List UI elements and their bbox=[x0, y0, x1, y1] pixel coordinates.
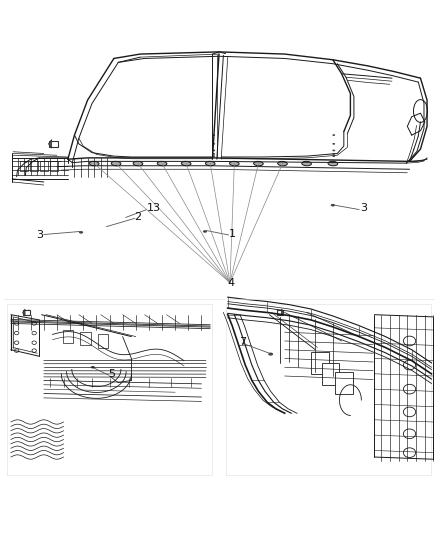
Ellipse shape bbox=[332, 153, 335, 155]
Ellipse shape bbox=[332, 134, 335, 136]
Bar bbox=[30, 161, 38, 171]
Ellipse shape bbox=[89, 161, 99, 166]
Text: 7: 7 bbox=[239, 337, 246, 347]
Ellipse shape bbox=[205, 161, 215, 166]
Ellipse shape bbox=[133, 161, 143, 166]
Bar bbox=[98, 334, 108, 348]
Ellipse shape bbox=[79, 231, 83, 233]
Bar bbox=[40, 161, 48, 171]
Ellipse shape bbox=[278, 161, 287, 166]
Ellipse shape bbox=[181, 161, 191, 166]
Bar bbox=[335, 372, 353, 393]
Text: 4: 4 bbox=[227, 278, 234, 288]
Ellipse shape bbox=[331, 204, 335, 206]
FancyArrowPatch shape bbox=[25, 310, 29, 314]
Bar bbox=[80, 332, 91, 345]
Ellipse shape bbox=[212, 155, 215, 157]
Ellipse shape bbox=[212, 143, 215, 145]
Bar bbox=[20, 161, 28, 171]
Ellipse shape bbox=[332, 150, 335, 151]
Ellipse shape bbox=[332, 143, 335, 145]
Ellipse shape bbox=[212, 134, 215, 136]
Bar bbox=[311, 352, 328, 374]
Bar bbox=[322, 363, 339, 385]
FancyArrowPatch shape bbox=[50, 142, 54, 146]
Polygon shape bbox=[23, 309, 25, 316]
Ellipse shape bbox=[268, 352, 273, 356]
Text: 5: 5 bbox=[108, 369, 115, 379]
Text: 3: 3 bbox=[360, 203, 367, 213]
Ellipse shape bbox=[212, 153, 215, 155]
Polygon shape bbox=[282, 309, 284, 316]
Ellipse shape bbox=[91, 366, 95, 368]
Text: 13: 13 bbox=[147, 203, 161, 213]
Ellipse shape bbox=[212, 150, 215, 151]
Text: 2: 2 bbox=[134, 212, 141, 222]
Ellipse shape bbox=[230, 161, 239, 166]
Polygon shape bbox=[49, 140, 52, 148]
Text: 1: 1 bbox=[229, 229, 236, 239]
Ellipse shape bbox=[157, 161, 167, 166]
Ellipse shape bbox=[332, 155, 335, 157]
Bar bbox=[50, 161, 58, 171]
Ellipse shape bbox=[328, 161, 338, 166]
Text: 3: 3 bbox=[36, 230, 43, 239]
Bar bbox=[63, 330, 73, 343]
Bar bbox=[23, 310, 30, 315]
Ellipse shape bbox=[111, 161, 121, 166]
Bar bbox=[49, 141, 58, 147]
Ellipse shape bbox=[203, 230, 207, 233]
FancyArrowPatch shape bbox=[278, 310, 282, 314]
Bar bbox=[277, 310, 283, 315]
Ellipse shape bbox=[302, 161, 311, 166]
Ellipse shape bbox=[254, 161, 263, 166]
